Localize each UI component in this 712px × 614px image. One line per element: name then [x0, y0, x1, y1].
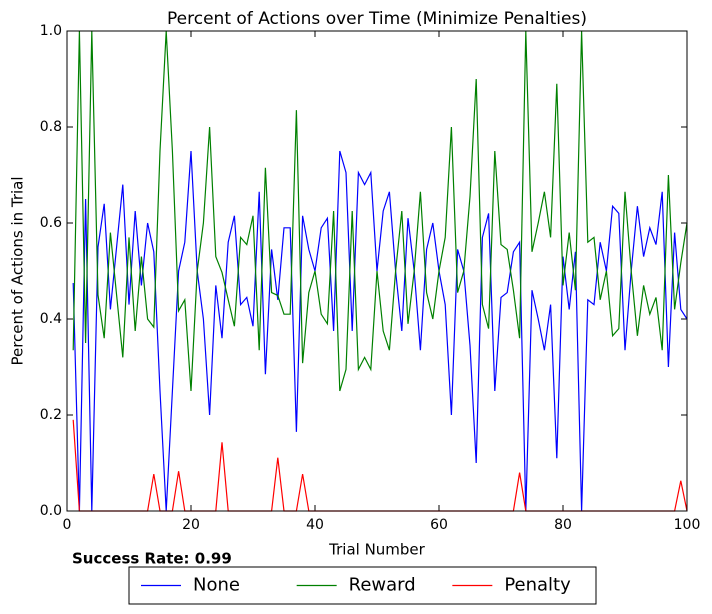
- annotation: Success Rate: 0.99: [72, 550, 232, 568]
- legend-label: Reward: [349, 575, 416, 596]
- plot-frame: [66, 30, 688, 512]
- chart-title: Percent of Actions over Time (Minimize P…: [167, 9, 587, 29]
- legend-label: Penalty: [504, 575, 571, 596]
- y-tick-label: 1.0: [40, 23, 62, 39]
- x-tick-label: 100: [674, 517, 701, 533]
- x-axis-label: Trial Number: [328, 541, 426, 559]
- y-tick-label: 0.8: [40, 119, 62, 135]
- legend-box: [128, 566, 597, 605]
- x-tick-label: 0: [63, 517, 72, 533]
- y-tick-label: 0.0: [40, 503, 62, 519]
- y-tick-label: 0.6: [40, 215, 62, 231]
- x-tick-label: 40: [306, 517, 324, 533]
- legend-label: None: [193, 575, 240, 596]
- y-axis-label: Percent of Actions in Trial: [9, 176, 27, 365]
- y-tick-label: 0.4: [40, 311, 62, 327]
- y-tick-label: 0.2: [40, 407, 62, 423]
- series-line: [72, 150, 688, 512]
- series-line: [72, 30, 688, 392]
- x-tick-label: 60: [430, 517, 448, 533]
- x-tick-label: 20: [182, 517, 200, 533]
- x-tick-label: 80: [554, 517, 572, 533]
